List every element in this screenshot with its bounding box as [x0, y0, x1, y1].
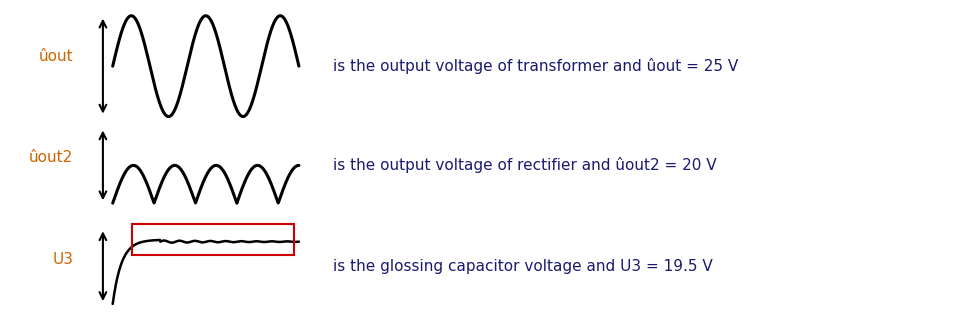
- Bar: [132, 224, 294, 255]
- Text: is the glossing capacitor voltage and U3 = 19.5 V: is the glossing capacitor voltage and U3…: [333, 259, 712, 274]
- Text: U3: U3: [53, 252, 74, 267]
- Text: ûout: ûout: [39, 49, 74, 64]
- Text: ûout2: ûout2: [29, 150, 74, 165]
- Text: is the output voltage of rectifier and ûout2 = 20 V: is the output voltage of rectifier and û…: [333, 158, 716, 173]
- Text: is the output voltage of transformer and ûout = 25 V: is the output voltage of transformer and…: [333, 58, 739, 74]
